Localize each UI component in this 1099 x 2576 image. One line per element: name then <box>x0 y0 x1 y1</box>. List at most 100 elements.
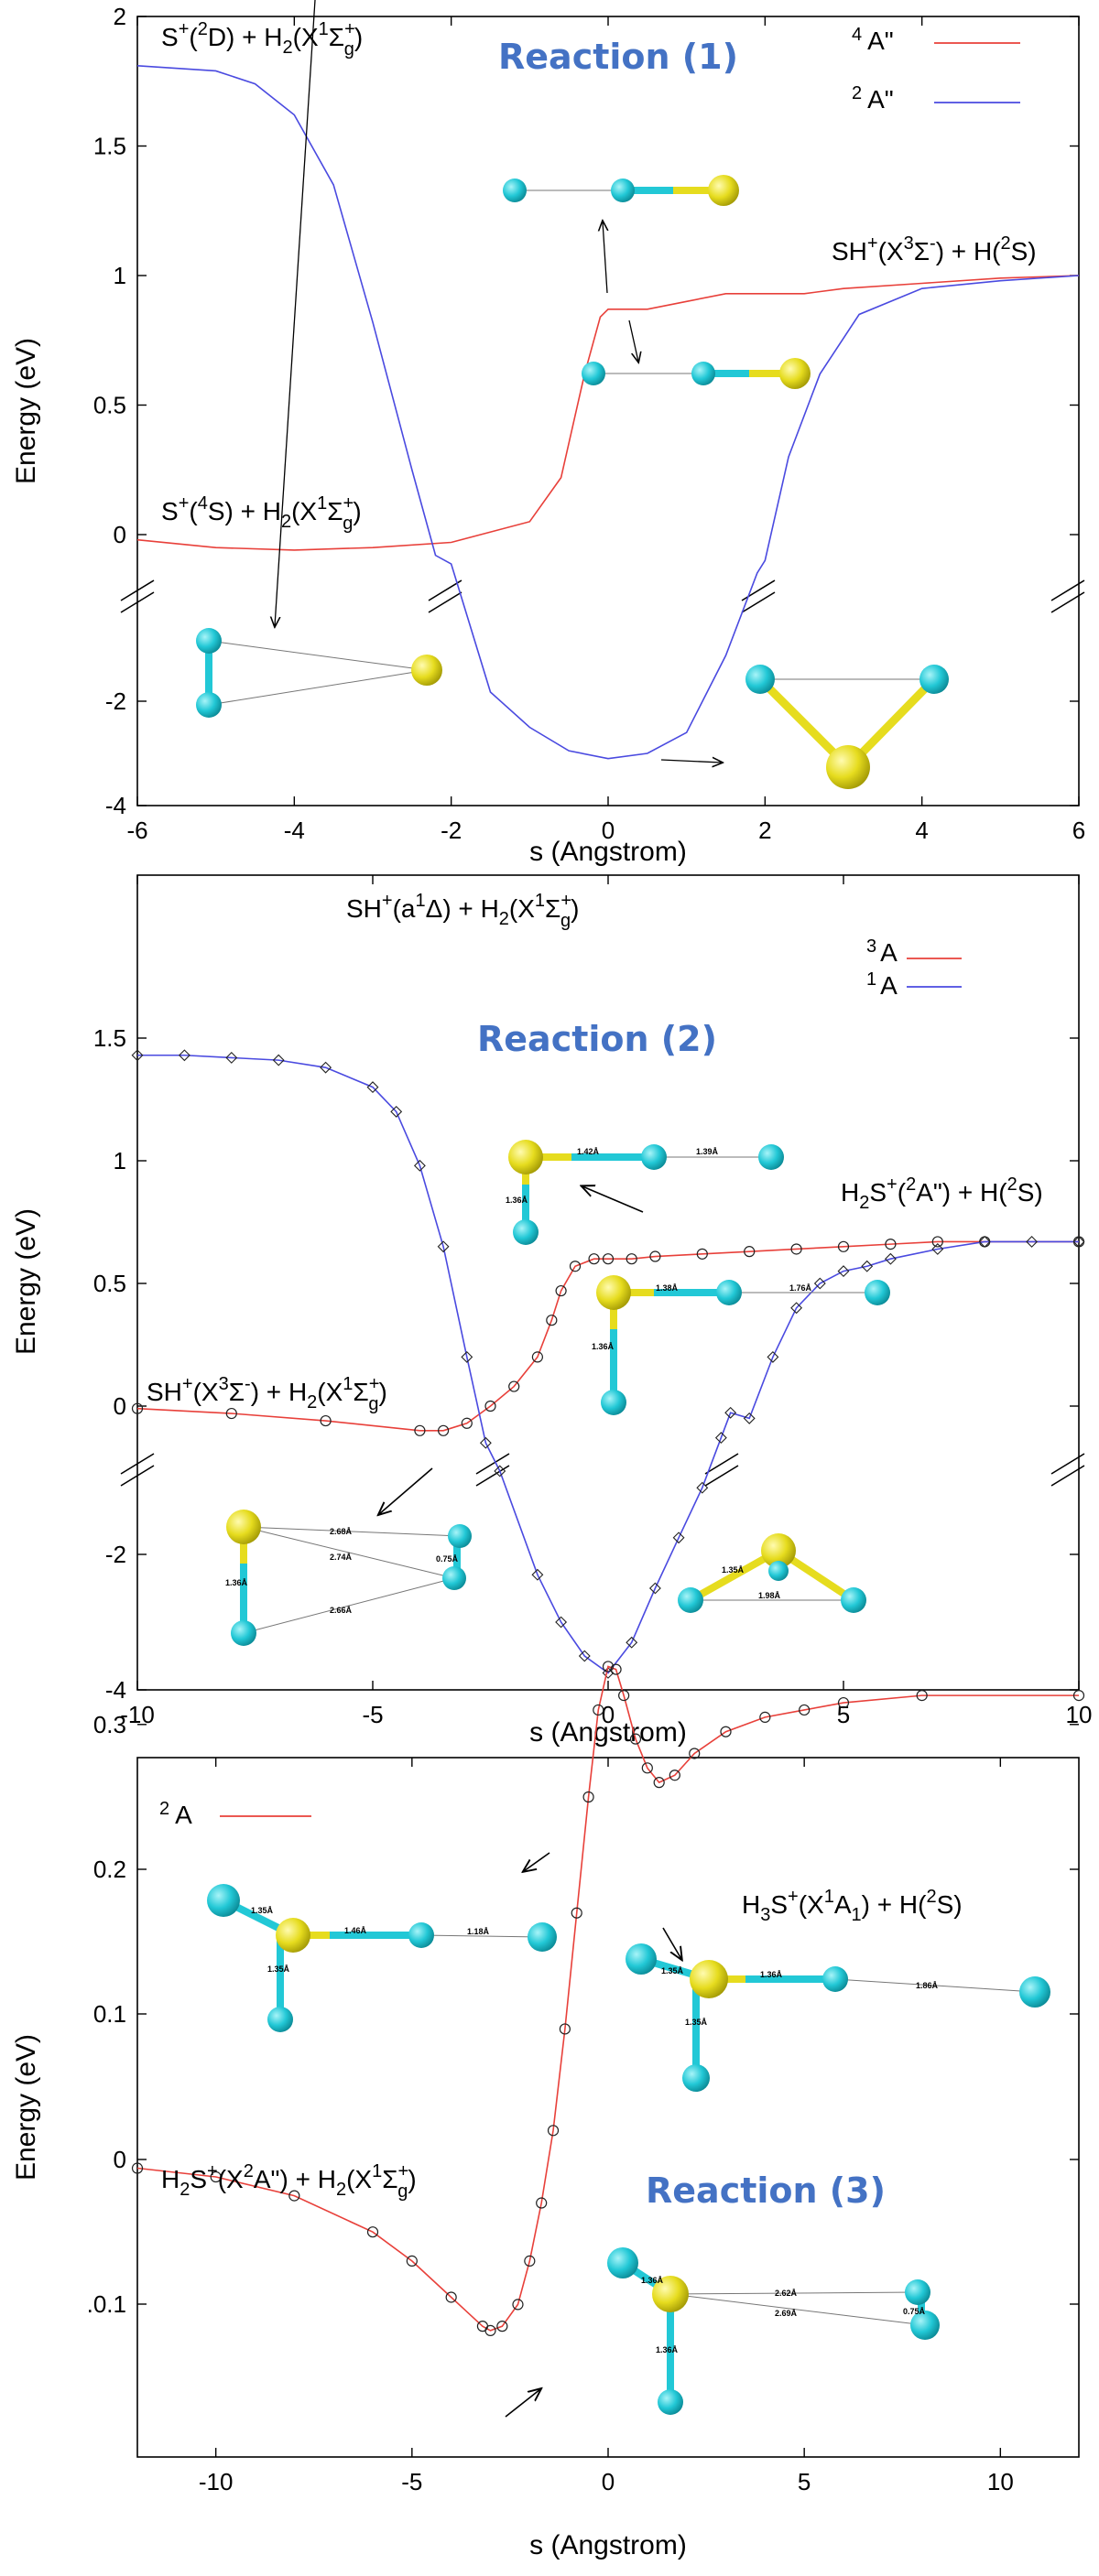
series-line-2-A <box>136 1665 1079 2332</box>
bond-length-label: 1.86Å <box>916 1981 939 1990</box>
data-point <box>978 1236 991 1248</box>
x-tick-label: 2 <box>758 817 771 844</box>
chart-title: Reaction (1) <box>498 37 738 77</box>
y-tick-label: 1 <box>114 1147 126 1174</box>
x-axis-label: s (Angstrom) <box>529 837 687 867</box>
x-tick-label: -10 <box>199 2468 234 2495</box>
data-point <box>531 1568 544 1581</box>
bond-length-label: 1.35Å <box>685 2018 708 2027</box>
x-axis-label: s (Angstrom) <box>529 2530 687 2560</box>
data-point <box>689 1748 701 1759</box>
axis-break-marks <box>120 579 1085 613</box>
y-tick-label: 0 <box>114 521 126 548</box>
data-point <box>1072 1690 1085 1702</box>
data-point <box>696 1248 708 1260</box>
bond-length-label: 1.38Å <box>656 1283 679 1293</box>
data-point <box>461 1350 473 1363</box>
chart-title: Reaction (2) <box>477 1019 717 1059</box>
reactant-label-triplet: SH+(X3Σ-) + H2(X1Σ+ g) <box>147 1374 387 1414</box>
data-point <box>724 1406 737 1419</box>
y-tick-label: -4 <box>105 792 126 819</box>
series-line-4-A- <box>136 275 1080 551</box>
data-point <box>641 1762 653 1774</box>
x-tick-label: -2 <box>441 817 462 844</box>
legend: 4 A" 2 A" <box>852 25 1020 114</box>
bond-length-label: 1.35Å <box>722 1565 745 1575</box>
data-point <box>837 1265 850 1278</box>
molecule-structure: 1.42Å 1.39Å 1.36Å <box>506 1140 784 1245</box>
data-point <box>559 2023 571 2035</box>
data-point <box>131 1402 144 1414</box>
product-label: SH+(X3Σ-) + H(2S) <box>832 233 1037 265</box>
data-point <box>366 1081 379 1094</box>
y-tick-label: 0 <box>114 2146 126 2173</box>
arrow-to-structure <box>379 1467 433 1514</box>
series-line-3-A <box>136 1240 1079 1432</box>
x-tick-label: -5 <box>401 2468 422 2495</box>
reactant-label-singlet: SH+(a1Δ) + H2(X1Σ+ g) <box>346 891 580 931</box>
bond-length-label: 0.75Å <box>903 2307 926 2316</box>
data-point <box>653 1777 665 1789</box>
data-point <box>512 2299 524 2311</box>
data-point <box>484 1400 496 1412</box>
data-point <box>131 2162 144 2174</box>
x-tick-label: 10 <box>1066 1701 1093 1728</box>
data-point <box>484 2324 496 2337</box>
bond-length-label: 2.66Å <box>330 1606 353 1615</box>
y-tick-label: 0.1 <box>93 2000 126 2028</box>
arrow-to-structure <box>505 2389 540 2418</box>
data-point <box>626 1253 637 1265</box>
series-line-1-A <box>137 1054 1079 1674</box>
bond-length-label: 2.74Å <box>330 1553 353 1562</box>
y-tick-label: -2 <box>105 687 126 715</box>
data-point <box>672 1532 685 1544</box>
bond-length-label: 2.69Å <box>775 2309 798 2318</box>
bond-length-label: 1.35Å <box>661 1966 684 1975</box>
bond-length-label: 2.62Å <box>775 2289 798 2298</box>
bond-length-label: 2.68Å <box>330 1527 353 1536</box>
data-point <box>720 1726 732 1737</box>
data-point <box>602 1661 615 1672</box>
x-tick-label: -6 <box>126 817 147 844</box>
product-label: H2S+(2A") + H(2S) <box>841 1174 1043 1213</box>
data-point <box>593 1704 604 1716</box>
y-tick-label: -4 <box>105 1676 126 1704</box>
data-point <box>555 1284 567 1297</box>
y-tick-label: 0.2 <box>93 1856 126 1883</box>
legend-label-quartet: 4 A" <box>852 25 894 55</box>
data-point <box>496 2321 508 2332</box>
data-point <box>799 1704 811 1716</box>
y-tick-label: 1.5 <box>93 1024 126 1052</box>
data-point <box>546 1315 558 1326</box>
reactant-label-quartet: S+(4S) + H2(X1Σ+ g) <box>161 493 362 534</box>
data-point <box>837 1696 850 1709</box>
bond-length-label: 1.36Å <box>506 1196 528 1205</box>
axis-break-marks <box>120 1453 1085 1487</box>
y-axis-label: Energy (eV) <box>11 2034 41 2181</box>
y-tick-label: -2 <box>105 1541 126 1568</box>
x-tick-label: 5 <box>798 2468 811 2495</box>
bond-length-label: 1.98Å <box>758 1591 781 1600</box>
bond-length-label: 1.42Å <box>577 1147 600 1156</box>
molecule-structure <box>582 358 811 389</box>
molecule-structure: 2.68Å 2.74Å 1.36Å 0.75Å 2.66Å <box>225 1510 472 1646</box>
data-point <box>406 2255 418 2267</box>
data-point <box>571 1907 582 1919</box>
molecule-structure: 1.36Å 2.62Å 2.69Å 0.75Å 1.36Å <box>607 2247 940 2415</box>
data-point <box>837 1240 850 1252</box>
data-point <box>445 2291 457 2303</box>
data-point <box>413 1159 426 1172</box>
y-tick-label: 2 <box>114 3 126 30</box>
data-point <box>225 1052 238 1064</box>
legend-label-doublet: 2 A" <box>852 83 894 114</box>
y-axis-label: Energy (eV) <box>11 338 41 484</box>
data-point <box>916 1690 928 1702</box>
arrow-to-structure <box>275 0 316 626</box>
data-point <box>414 1424 426 1436</box>
panel-reaction-3: -10 -5 0 5 10 0.3 0.2 0.1 0 .0.1 s (Angstrom) En… <box>11 1661 1085 2560</box>
y-tick-label: 0.5 <box>93 392 126 419</box>
bond-length-label: 1.36Å <box>760 1970 783 1979</box>
